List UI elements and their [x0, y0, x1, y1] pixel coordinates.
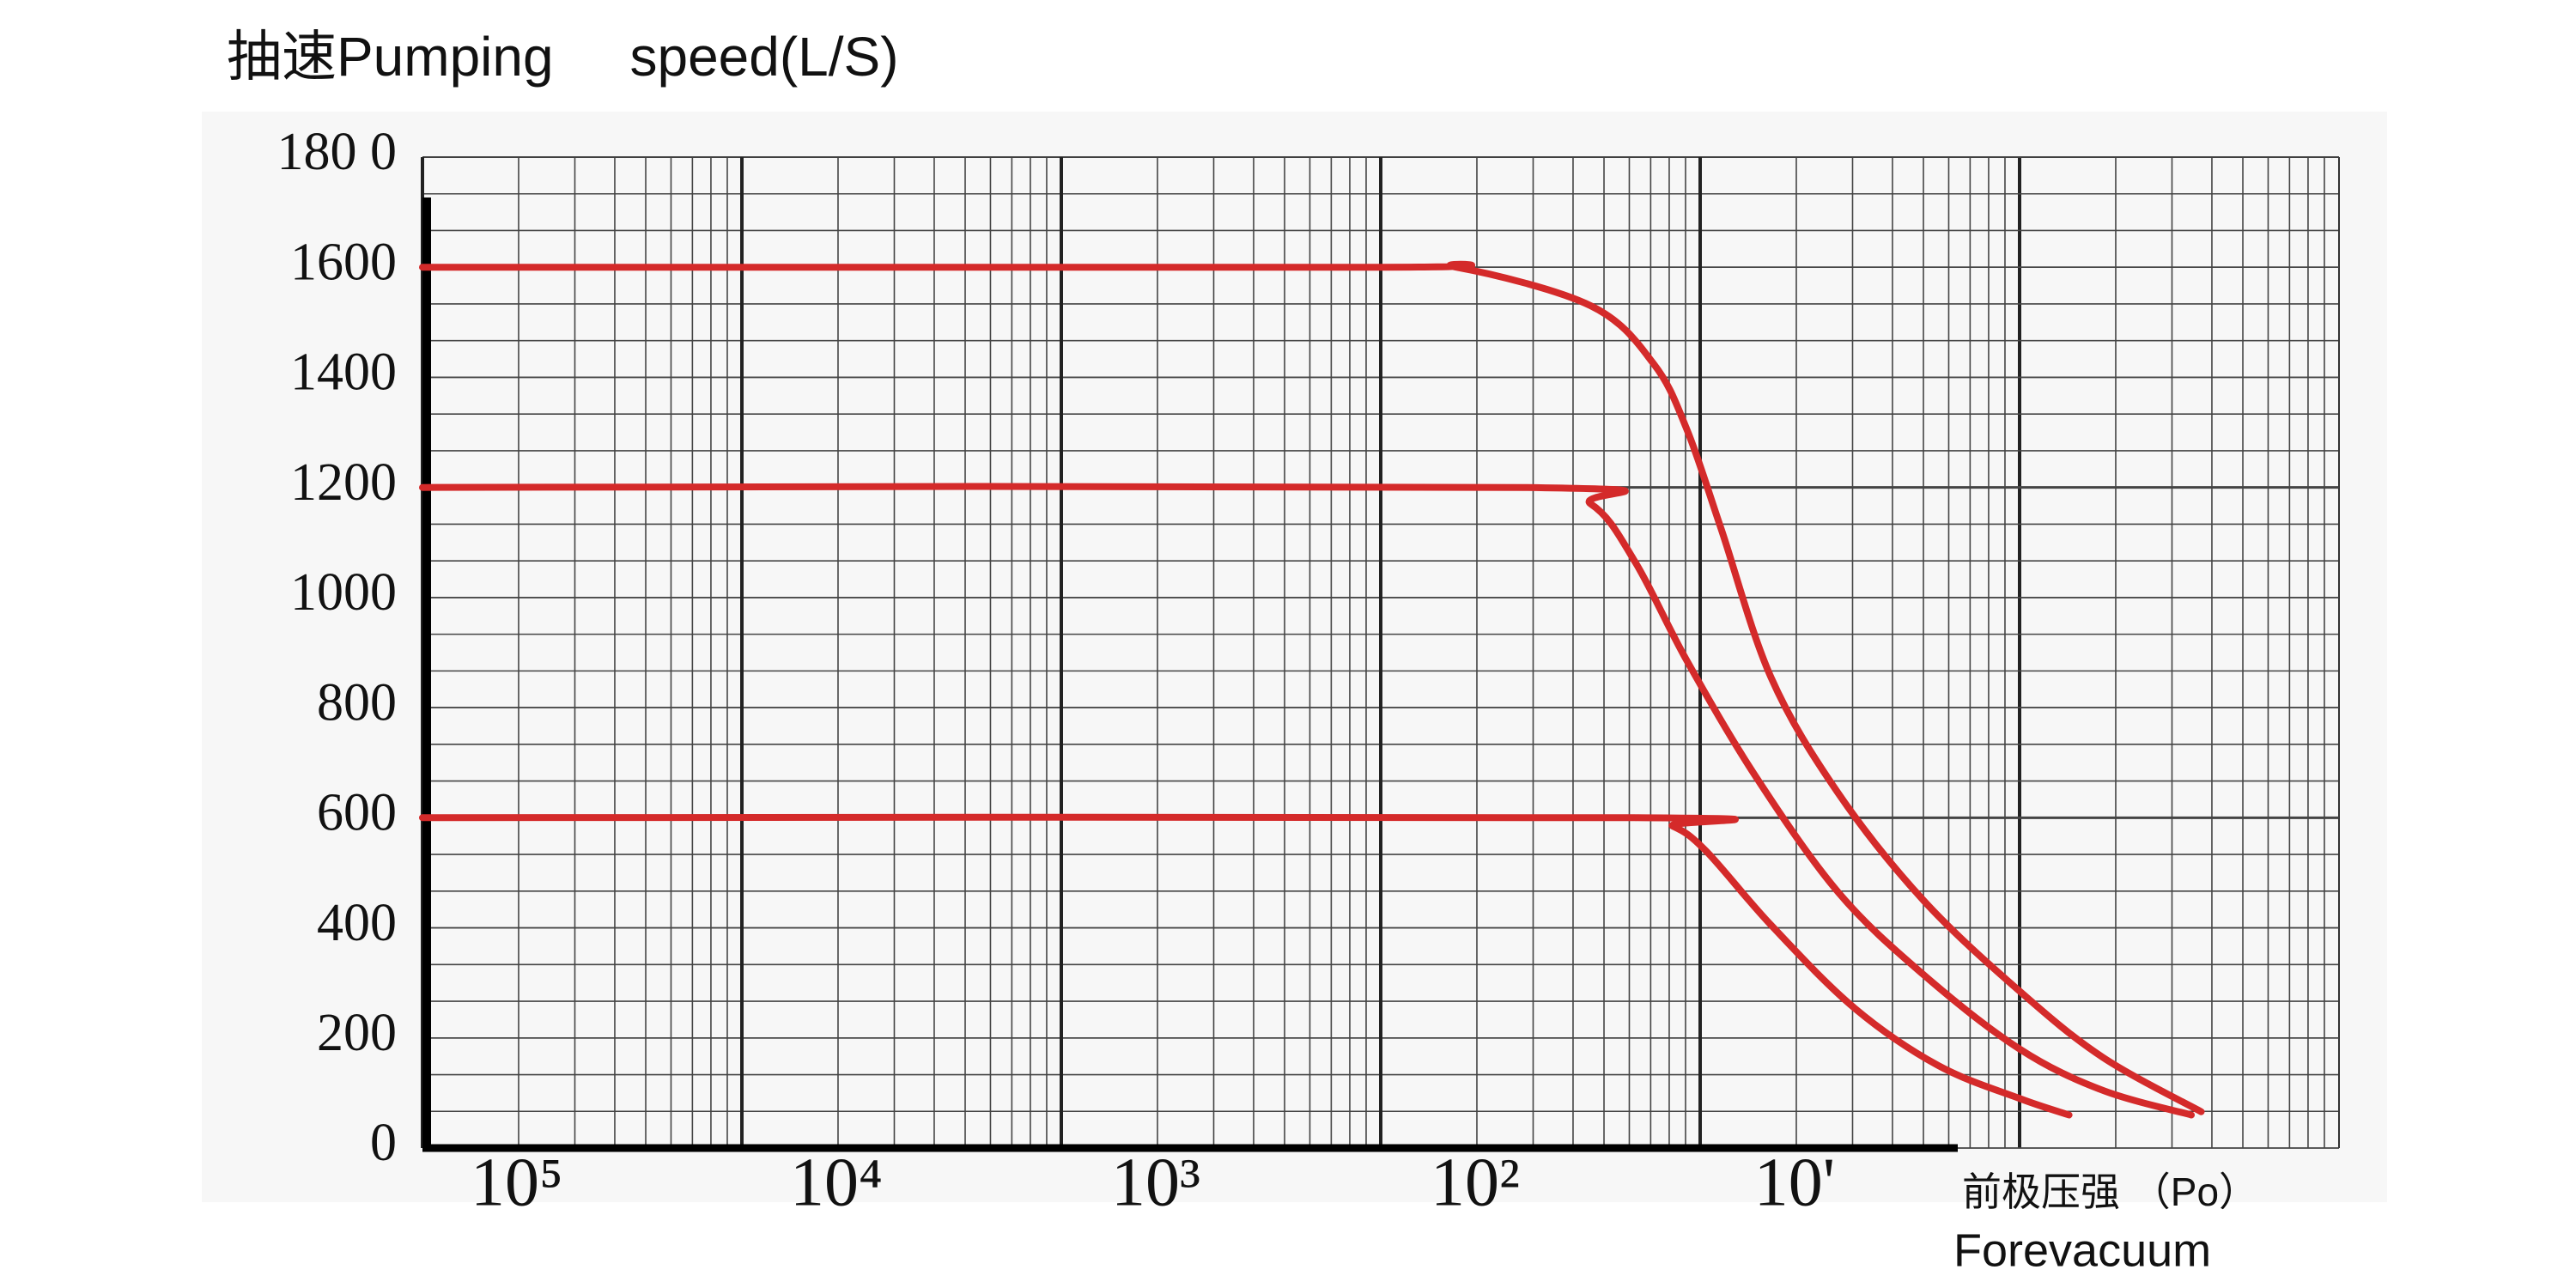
series-line	[419, 483, 2195, 1119]
y-tick-label: 180 0	[277, 123, 398, 181]
y-tick-label: 0	[370, 1114, 397, 1172]
plot-backdrop	[202, 112, 2387, 1202]
y-tick-label: 1600	[290, 233, 397, 291]
x-axis-label: 前极压强 （Po）	[1962, 1170, 2258, 1214]
x-tick-label: 10²	[1431, 1145, 1520, 1220]
y-tick-label: 1400	[290, 343, 397, 402]
y-tick-label: 600	[317, 784, 397, 842]
series-line	[419, 260, 2205, 1115]
series-line	[419, 813, 2073, 1119]
y-tick-label: 400	[317, 894, 397, 952]
y-tick-label: 200	[317, 1004, 397, 1062]
x-tick-label: 10'	[1754, 1145, 1835, 1220]
y-tick-label: 800	[317, 673, 397, 732]
grid	[421, 156, 2340, 1152]
chart-title: 抽速Pumping speed(L/S)	[227, 26, 899, 88]
x-axis-label-en: Forevacuum	[1953, 1224, 2211, 1276]
x-tick-label: 10⁵	[471, 1145, 563, 1220]
x-tick-label: 10³	[1111, 1145, 1200, 1220]
y-tick-label: 1000	[290, 563, 397, 622]
x-tick-label: 10⁴	[790, 1145, 883, 1220]
labels: 抽速Pumping speed(L/S) 前极压强 （Po） Forevacuu…	[227, 26, 2258, 1276]
marks	[419, 260, 2205, 1119]
y-tick-label: 1200	[290, 453, 397, 512]
